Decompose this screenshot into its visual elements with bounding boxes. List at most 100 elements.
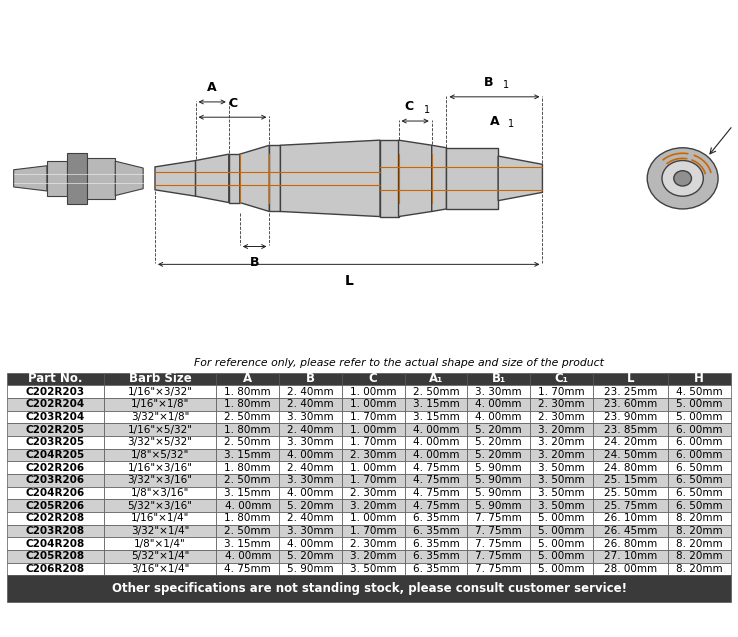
Text: 1. 80mm: 1. 80mm	[224, 513, 271, 523]
Polygon shape	[229, 154, 240, 203]
Text: 1/16"×1/4": 1/16"×1/4"	[131, 513, 189, 523]
Polygon shape	[87, 158, 115, 199]
Bar	[404, 512, 467, 525]
Text: 4. 00mm: 4. 00mm	[475, 399, 522, 410]
Text: 2. 50mm: 2. 50mm	[224, 412, 271, 422]
Text: 1/16"×3/16": 1/16"×3/16"	[128, 462, 193, 473]
Bar	[668, 550, 731, 562]
Bar	[668, 512, 731, 525]
Text: 25. 15mm: 25. 15mm	[604, 475, 657, 485]
Text: Barb Size: Barb Size	[128, 373, 191, 385]
Bar	[404, 525, 467, 537]
Text: 2. 40mm: 2. 40mm	[287, 462, 334, 473]
Bar	[593, 373, 668, 385]
Bar	[342, 499, 404, 512]
Bar	[216, 474, 279, 487]
Bar	[530, 487, 593, 499]
Text: H: H	[737, 104, 738, 117]
Bar	[279, 487, 342, 499]
Bar	[593, 499, 668, 512]
Text: 5. 90mm: 5. 90mm	[287, 564, 334, 574]
Bar	[103, 537, 216, 550]
Bar	[216, 398, 279, 411]
Bar	[530, 525, 593, 537]
Polygon shape	[155, 161, 196, 196]
Text: 5. 00mm: 5. 00mm	[676, 399, 723, 410]
Bar	[530, 424, 593, 436]
Bar	[7, 525, 103, 537]
Text: 7. 75mm: 7. 75mm	[475, 551, 522, 561]
Bar	[103, 474, 216, 487]
Text: Other specifications are not standing stock, please consult customer service!: Other specifications are not standing st…	[111, 582, 627, 595]
Text: 26. 10mm: 26. 10mm	[604, 513, 657, 523]
Polygon shape	[446, 148, 498, 209]
Bar	[593, 424, 668, 436]
Text: 3. 20mm: 3. 20mm	[538, 437, 584, 447]
Bar	[668, 461, 731, 474]
Text: C203R204: C203R204	[26, 412, 85, 422]
Text: 6. 50mm: 6. 50mm	[676, 488, 723, 498]
Text: 4. 00mm: 4. 00mm	[475, 412, 522, 422]
Text: For reference only, please refer to the actual shape and size of the product: For reference only, please refer to the …	[193, 357, 604, 368]
Text: 3. 50mm: 3. 50mm	[538, 501, 584, 511]
Bar	[593, 525, 668, 537]
Polygon shape	[13, 166, 47, 191]
Bar	[7, 575, 731, 602]
Text: 3. 15mm: 3. 15mm	[224, 538, 271, 548]
Text: 4. 75mm: 4. 75mm	[413, 475, 459, 485]
Text: C₁: C₁	[554, 373, 568, 385]
Bar	[216, 487, 279, 499]
Bar	[279, 562, 342, 575]
Text: 1. 70mm: 1. 70mm	[350, 412, 396, 422]
Bar	[342, 474, 404, 487]
Text: 2. 30mm: 2. 30mm	[350, 450, 396, 460]
Text: A: A	[244, 373, 252, 385]
Text: 1. 80mm: 1. 80mm	[224, 399, 271, 410]
Polygon shape	[66, 153, 87, 204]
Bar	[103, 424, 216, 436]
Bar	[342, 424, 404, 436]
Bar	[404, 550, 467, 562]
Bar	[7, 562, 103, 575]
Text: 6. 00mm: 6. 00mm	[676, 437, 723, 447]
Text: 1. 00mm: 1. 00mm	[350, 399, 396, 410]
Bar	[342, 550, 404, 562]
Polygon shape	[380, 140, 399, 217]
Bar	[668, 487, 731, 499]
Bar	[279, 550, 342, 562]
Bar	[7, 398, 103, 411]
Text: 25. 75mm: 25. 75mm	[604, 501, 657, 511]
Bar	[342, 487, 404, 499]
Text: 26. 80mm: 26. 80mm	[604, 538, 657, 548]
Text: H: H	[694, 373, 704, 385]
Bar	[668, 385, 731, 398]
Text: 3. 20mm: 3. 20mm	[350, 501, 396, 511]
Text: 2. 30mm: 2. 30mm	[538, 399, 584, 410]
Text: 1. 70mm: 1. 70mm	[350, 437, 396, 447]
Text: 3/32"×1/4": 3/32"×1/4"	[131, 526, 189, 536]
Bar	[216, 499, 279, 512]
Text: 6. 00mm: 6. 00mm	[676, 450, 723, 460]
Text: 2. 50mm: 2. 50mm	[224, 437, 271, 447]
Bar	[216, 424, 279, 436]
Bar	[103, 525, 216, 537]
Text: B: B	[484, 76, 493, 89]
Text: 2. 50mm: 2. 50mm	[413, 387, 459, 397]
Bar	[404, 448, 467, 461]
Text: 2. 40mm: 2. 40mm	[287, 399, 334, 410]
Text: 5. 20mm: 5. 20mm	[475, 450, 522, 460]
Text: C: C	[228, 97, 237, 110]
Text: 5. 90mm: 5. 90mm	[475, 501, 522, 511]
Text: 5. 00mm: 5. 00mm	[538, 538, 584, 548]
Text: 7. 75mm: 7. 75mm	[475, 513, 522, 523]
Text: 4. 00mm: 4. 00mm	[287, 488, 334, 498]
Text: 26. 45mm: 26. 45mm	[604, 526, 657, 536]
Text: 5. 00mm: 5. 00mm	[538, 513, 584, 523]
Bar	[467, 411, 530, 423]
Text: 5/32"×1/4": 5/32"×1/4"	[131, 551, 189, 561]
Text: B: B	[306, 373, 315, 385]
Text: 1. 00mm: 1. 00mm	[350, 462, 396, 473]
Text: 5. 20mm: 5. 20mm	[475, 425, 522, 434]
Bar	[103, 448, 216, 461]
Bar	[342, 385, 404, 398]
